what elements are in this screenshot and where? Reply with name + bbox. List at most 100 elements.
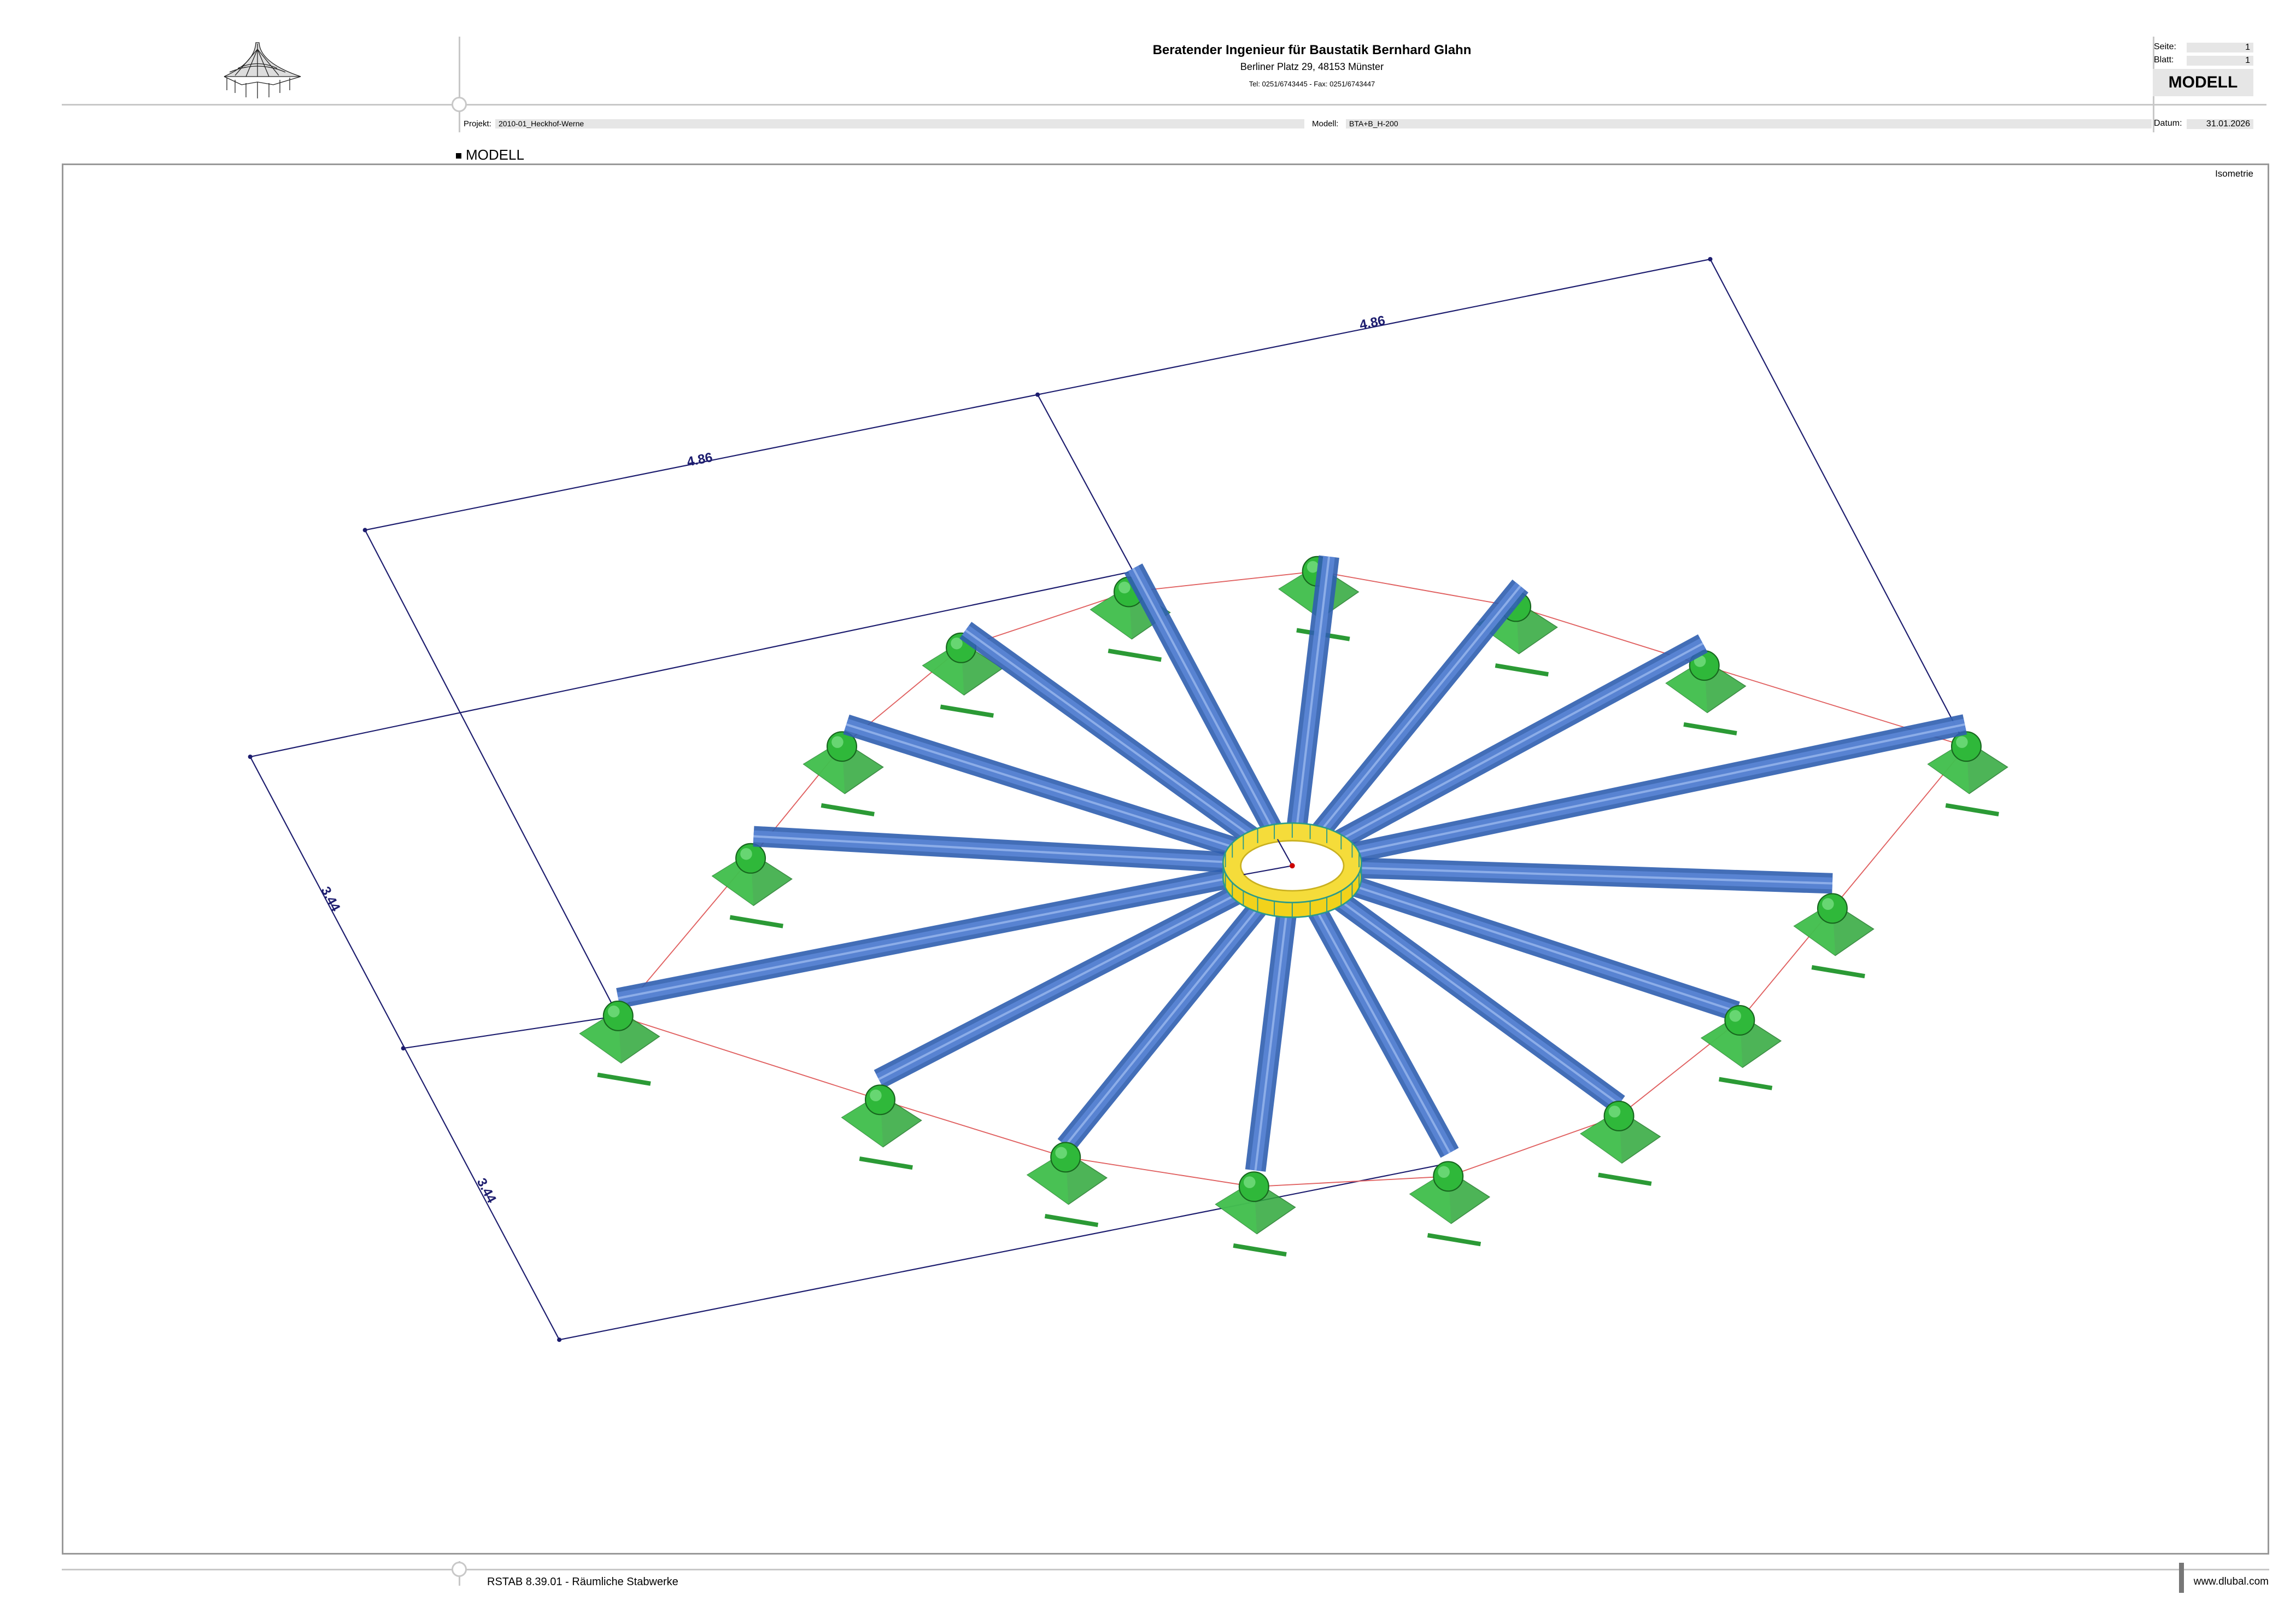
dimension-label: 4.86 <box>1358 313 1387 333</box>
axis-line <box>1276 839 1293 866</box>
dimension-label: 3.44 <box>474 1176 499 1206</box>
support-highlight <box>1956 736 1968 748</box>
support-highlight <box>740 848 752 860</box>
support-base-line <box>1427 1233 1481 1247</box>
support-sphere <box>1817 893 1848 924</box>
support-highlight <box>1055 1147 1067 1159</box>
support-highlight <box>607 1006 620 1018</box>
dimension-line <box>559 1162 1450 1341</box>
support-highlight <box>1307 560 1319 573</box>
blatt-label: Blatt: <box>2154 55 2174 65</box>
support-sphere <box>1724 1004 1755 1036</box>
footer-circle-marker <box>452 1562 467 1577</box>
support-sphere <box>735 843 766 874</box>
software-version: RSTAB 8.39.01 - Räumliche Stabwerke <box>487 1576 678 1588</box>
projekt-value: 2010-01_Heckhof-Werne <box>495 119 1304 128</box>
beams <box>616 555 1967 1172</box>
support-base-line <box>1233 1243 1287 1257</box>
beam-web <box>753 835 1292 867</box>
beam-web <box>1064 864 1293 1147</box>
support-base-line <box>1945 803 1999 817</box>
modell-label: Modell: <box>1312 119 1339 128</box>
beam-web <box>1132 568 1293 867</box>
support-highlight <box>1118 581 1131 594</box>
beam-web <box>618 864 1293 1000</box>
section-title: MODELL <box>456 147 524 163</box>
beam-web <box>964 629 1293 867</box>
dimension-tick <box>557 1337 562 1342</box>
dimension-label: 4.86 <box>686 450 714 470</box>
dimension-tick <box>1708 257 1713 262</box>
support-base-line <box>1718 1077 1773 1090</box>
support-base-line <box>1598 1172 1652 1186</box>
datum-value: 31.01.2026 <box>2187 119 2253 129</box>
dimension-line <box>1709 259 1967 747</box>
modell-value: BTA+B_H-200 <box>1346 119 2152 128</box>
footer-bar <box>2179 1563 2184 1593</box>
dimension-label: 3.44 <box>318 884 343 914</box>
company-address: Berliner Platz 29, 48153 Münster <box>1240 61 1384 72</box>
footer-divider <box>62 1569 2269 1570</box>
support-sphere <box>1433 1161 1464 1192</box>
section-title-text: MODELL <box>466 147 524 163</box>
dimension-line <box>403 1015 618 1049</box>
support-base-line <box>859 1156 913 1170</box>
model-viewport[interactable]: Isometrie <box>62 163 2269 1555</box>
support-base-line <box>1495 663 1549 677</box>
beam-web <box>878 864 1293 1080</box>
support-sphere <box>602 1000 634 1031</box>
support-base-line <box>729 915 783 928</box>
support-base-line <box>1044 1214 1099 1228</box>
support-base-line <box>1811 965 1865 979</box>
seite-value: 1 <box>2187 43 2253 52</box>
dimension-tick <box>248 755 253 760</box>
supports-front <box>579 893 1875 1257</box>
support-sphere <box>1050 1142 1081 1173</box>
support-highlight <box>870 1089 882 1102</box>
support-base-line <box>821 803 875 817</box>
support-base-line <box>1683 722 1737 735</box>
support-sphere <box>1238 1171 1269 1202</box>
supports <box>711 556 2008 928</box>
support-highlight <box>1608 1106 1621 1118</box>
bullet-icon <box>456 153 461 159</box>
dimension-lines <box>248 257 1967 1342</box>
company-name: Beratender Ingenieur für Baustatik Bernh… <box>1152 43 1472 57</box>
dimension-tick <box>1035 392 1040 397</box>
support-highlight <box>831 736 844 748</box>
beam-web <box>1291 585 1521 867</box>
projekt-label: Projekt: <box>464 119 491 128</box>
section-badge: MODELL <box>2153 69 2253 96</box>
beam-web <box>1291 864 1620 1106</box>
dimension-line <box>364 529 619 1017</box>
axis-line <box>1243 865 1293 875</box>
beam-web <box>1292 723 1965 867</box>
tent-structure-logo-icon <box>224 42 301 98</box>
website-link[interactable]: www.dlubal.com <box>2193 1576 2269 1587</box>
beam-web <box>1291 556 1331 866</box>
info-divider <box>2148 104 2258 106</box>
header-vertical-divider <box>459 37 460 132</box>
header-circle-marker <box>452 97 467 112</box>
support-sphere <box>1603 1100 1635 1131</box>
beam-web <box>1292 864 1832 885</box>
support-base-line <box>940 704 994 718</box>
company-contact: Tel: 0251/6743445 - Fax: 0251/6743447 <box>1249 80 1375 88</box>
center-node <box>1290 863 1295 869</box>
dimension-tick <box>401 1046 406 1051</box>
support-highlight <box>1438 1166 1450 1178</box>
blatt-value: 1 <box>2187 56 2253 66</box>
support-highlight <box>1822 898 1834 910</box>
support-highlight <box>951 637 963 650</box>
dimension-tick <box>362 528 367 533</box>
datum-label: Datum: <box>2154 119 2182 128</box>
support-highlight <box>1244 1176 1256 1188</box>
support-base-line <box>597 1072 651 1086</box>
view-label: Isometrie <box>2215 168 2253 179</box>
seite-label: Seite: <box>2154 42 2176 51</box>
support-base-line <box>1108 649 1162 662</box>
support-highlight <box>1729 1010 1741 1022</box>
dimension-line <box>250 570 1134 758</box>
center-ring <box>1222 822 1362 918</box>
